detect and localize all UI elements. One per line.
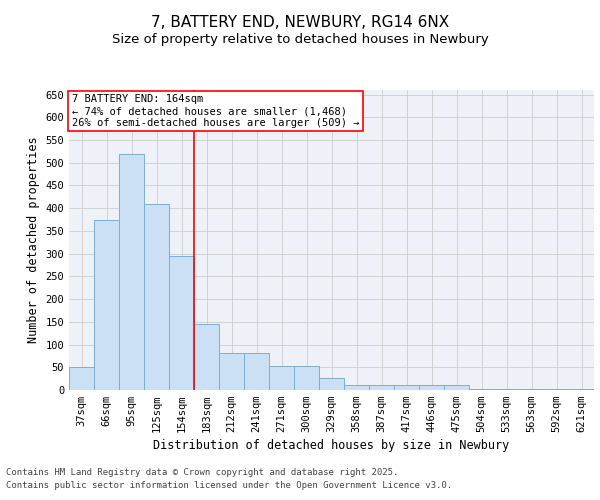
Bar <box>494 388 519 390</box>
Bar <box>219 352 244 390</box>
Text: Contains public sector information licensed under the Open Government Licence v3: Contains public sector information licen… <box>6 482 452 490</box>
Y-axis label: Number of detached properties: Number of detached properties <box>27 136 40 344</box>
Bar <box>444 386 469 390</box>
Bar <box>344 386 369 390</box>
Text: Contains HM Land Registry data © Crown copyright and database right 2025.: Contains HM Land Registry data © Crown c… <box>6 468 398 477</box>
Bar <box>394 386 419 390</box>
Text: 7 BATTERY END: 164sqm
← 74% of detached houses are smaller (1,468)
26% of semi-d: 7 BATTERY END: 164sqm ← 74% of detached … <box>71 94 359 128</box>
Bar <box>419 386 444 390</box>
Text: 7, BATTERY END, NEWBURY, RG14 6NX: 7, BATTERY END, NEWBURY, RG14 6NX <box>151 15 449 30</box>
Bar <box>369 386 394 390</box>
Bar <box>94 220 119 390</box>
Bar <box>319 378 344 390</box>
Bar <box>544 389 569 390</box>
Text: Size of property relative to detached houses in Newbury: Size of property relative to detached ho… <box>112 34 488 46</box>
Bar <box>469 388 494 390</box>
Bar <box>244 352 269 390</box>
Bar <box>519 388 544 390</box>
Bar <box>194 324 219 390</box>
Bar <box>69 368 94 390</box>
X-axis label: Distribution of detached houses by size in Newbury: Distribution of detached houses by size … <box>154 440 509 452</box>
Bar <box>294 366 319 390</box>
Bar <box>144 204 169 390</box>
Bar <box>119 154 144 390</box>
Bar <box>569 389 594 390</box>
Bar <box>169 256 194 390</box>
Bar <box>269 366 294 390</box>
